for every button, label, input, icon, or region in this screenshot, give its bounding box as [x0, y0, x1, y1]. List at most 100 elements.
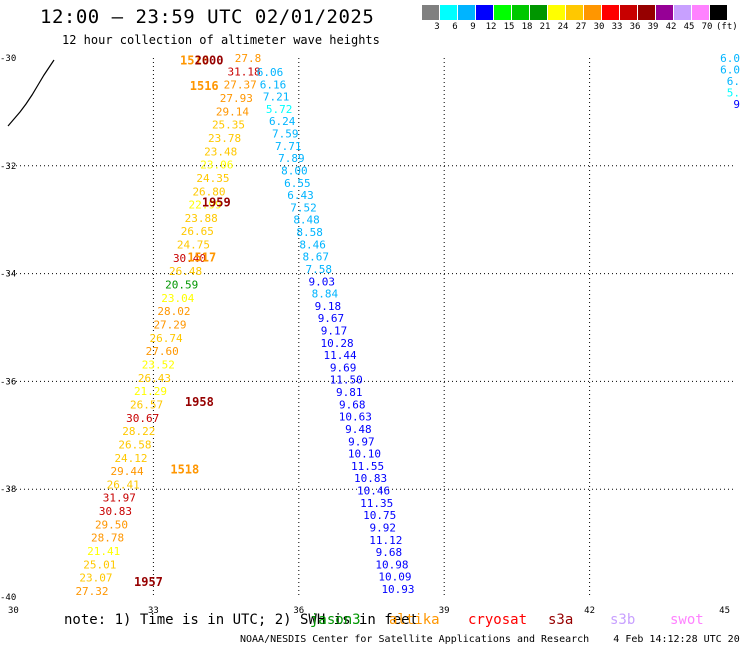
wave-height-value: 27.29 — [153, 319, 186, 332]
wave-height-value: 26.43 — [138, 372, 171, 385]
altimeter-tracks: 27.831.1827.3727.9329.1425.3523.7823.482… — [75, 52, 740, 598]
wave-height-value: 30.40 — [173, 252, 206, 265]
lat-tick-label: -38 — [0, 485, 16, 495]
satellite-swot: swot — [670, 612, 704, 628]
wave-height-value: 7.21 — [263, 91, 290, 104]
wave-height-value: 30.83 — [99, 505, 132, 518]
satellite-jason3: jason3 — [310, 612, 361, 628]
pass-time-label: 1959 — [202, 195, 231, 209]
wave-height-value: 10.28 — [320, 337, 353, 350]
lat-tick-label: -36 — [0, 377, 16, 387]
wave-height-value: 7.59 — [272, 128, 299, 141]
wave-height-value: 10.10 — [348, 448, 381, 461]
wave-height-value: 24.75 — [177, 239, 210, 252]
legend-swatch — [566, 5, 584, 20]
wave-height-value: 8.67 — [302, 251, 329, 264]
wave-height-value: 7.58 — [306, 263, 333, 276]
satellite-s3a: s3a — [548, 612, 574, 628]
wave-height-value: 11.55 — [351, 460, 384, 473]
legend-swatch — [710, 5, 728, 20]
lat-tick-label: -30 — [0, 54, 16, 64]
legend-label: 21 — [539, 22, 551, 32]
wave-height-value: 23.04 — [161, 292, 194, 305]
wave-height-value: 8.84 — [312, 288, 339, 301]
wave-height-value: 6.16 — [260, 78, 287, 91]
legend-label: 6 — [452, 22, 458, 32]
legend-swatch — [638, 5, 656, 20]
map-note: note: 1) Time is in UTC; 2) SWH is in fe… — [64, 612, 704, 628]
wave-height-value: 9.17 — [321, 325, 348, 338]
wave-height-value: 27.32 — [75, 585, 108, 598]
track-left: 27.831.1827.3727.9329.1425.3523.7823.482… — [75, 52, 261, 598]
legend-swatch — [602, 5, 620, 20]
lat-tick-label: -40 — [0, 593, 16, 603]
legend-swatch — [458, 5, 476, 20]
wave-height-value: 21.29 — [134, 385, 167, 398]
wave-height-value: 26.65 — [181, 225, 214, 238]
legend-swatch — [530, 5, 548, 20]
wave-height-value: 23.88 — [185, 212, 218, 225]
pass-time-label: 1516 — [180, 54, 209, 68]
legend-swatch — [476, 5, 494, 20]
wave-height-value: 23.78 — [208, 132, 241, 145]
legend-swatches — [422, 5, 728, 20]
wave-height-value: 10.09 — [378, 571, 411, 584]
legend-swatch — [692, 5, 710, 20]
lat-tick-label: -34 — [0, 270, 16, 280]
wave-height-value: 9.18 — [315, 300, 342, 313]
wave-height-value: 26.41 — [107, 478, 140, 491]
wave-height-value: 28.02 — [157, 305, 190, 318]
pass-time-label: 2000 — [195, 54, 224, 68]
satellite-altika: altika — [389, 612, 440, 628]
wave-height-value: 23.48 — [204, 145, 237, 158]
wave-height-value: 5.72 — [266, 103, 293, 116]
wave-height-value: 9.48 — [345, 423, 372, 436]
legend-swatch — [512, 5, 530, 20]
legend-swatch — [494, 5, 512, 20]
wave-height-value: 9.68 — [339, 398, 366, 411]
pass-time-label: 1957 — [134, 575, 163, 589]
wave-height-value: 9.69 — [330, 361, 357, 374]
legend-swatch — [584, 5, 602, 20]
wave-height-value: 28.78 — [91, 532, 124, 545]
footer: NOAA/NESDIS Center for Satellite Applica… — [240, 634, 740, 645]
legend-label: (ft) — [716, 22, 738, 32]
lon-tick-label: 39 — [439, 606, 450, 616]
wave-height-value: 27.37 — [224, 79, 257, 92]
track-right-edge: 6.06.06.5.9 — [720, 52, 740, 111]
lon-tick-label: 42 — [584, 606, 595, 616]
wave-height-value: 23.07 — [79, 572, 112, 585]
legend-swatch — [548, 5, 566, 20]
wave-height-value: 30.67 — [126, 412, 159, 425]
legend-label: 27 — [575, 22, 587, 32]
wave-height-value: 9.97 — [348, 435, 375, 448]
legend-label: 15 — [503, 22, 515, 32]
wave-height-value: 6.24 — [269, 115, 296, 128]
wave-height-value: 22.99 — [189, 199, 222, 212]
map-title: 12:00 – 23:59 UTC 02/01/2025 — [40, 6, 375, 28]
wave-height-value: 7.71 — [275, 140, 302, 153]
legend-label: 33 — [611, 22, 623, 32]
wave-height-value: 6.55 — [284, 177, 311, 190]
wave-height-value: 10.98 — [375, 558, 408, 571]
pass-time-label: 1517 — [187, 250, 216, 264]
wave-height-value: 10.83 — [354, 472, 387, 485]
legend-swatch — [620, 5, 638, 20]
wave-height-value: 27.8 — [235, 52, 262, 65]
wave-height-value: 9.68 — [376, 546, 403, 559]
wave-height-value: 7.52 — [290, 201, 317, 214]
wave-height-value: 24.35 — [196, 172, 229, 185]
lon-tick-label: 36 — [293, 606, 304, 616]
wave-height-value: 11.12 — [369, 534, 402, 547]
satellite-s3b: s3b — [610, 612, 636, 628]
wave-height-value: 8.46 — [299, 238, 326, 251]
legend-label: 9 — [470, 22, 476, 32]
wave-height-legend: 3 6 9 12 15 18 21 24 27 30 33 36 39 42 45 70 (ft) — [422, 5, 738, 36]
wave-height-value: 26.48 — [169, 265, 202, 278]
map-subtitle: 12 hour collection of altimeter wave hei… — [62, 33, 380, 47]
legend-swatch — [674, 5, 692, 20]
note-text: note: 1) Time is in UTC; 2) SWH is in fe… — [64, 612, 419, 628]
pass-time-label: 1958 — [185, 395, 214, 409]
credit-text: NOAA/NESDIS Center for Satellite Applica… — [240, 634, 590, 645]
